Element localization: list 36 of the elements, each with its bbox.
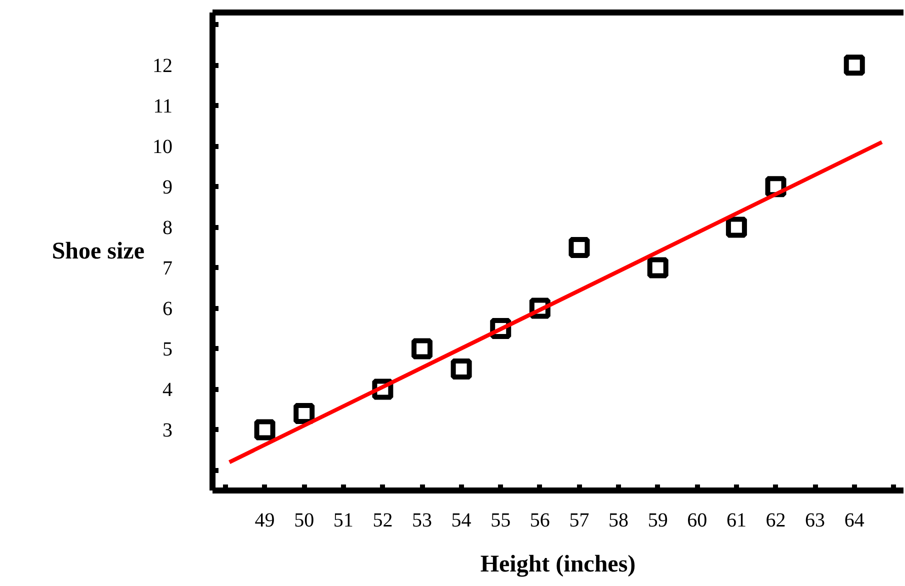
x-tick-label: 60 [687, 510, 708, 532]
x-tick-label: 61 [726, 510, 746, 532]
point [647, 257, 668, 278]
y-tick-label: 6 [162, 298, 172, 320]
y-tick-label: 8 [162, 217, 172, 240]
point [844, 54, 865, 76]
y-tick-label: 12 [152, 55, 172, 78]
y-tick-label: 11 [153, 96, 173, 118]
y-tick-label: 10 [152, 136, 172, 158]
y-tick-label: 9 [162, 176, 172, 199]
x-tick-label: 55 [490, 510, 511, 532]
x-axis-title: Height (inches) [480, 552, 636, 578]
point [568, 236, 590, 258]
x-tick-label: 52 [372, 510, 393, 532]
x-tick-label: 62 [766, 510, 786, 532]
x-tick-label: 56 [530, 510, 550, 532]
x-tick-label: 57 [569, 510, 590, 532]
y-tick-label: 4 [162, 379, 172, 402]
point [450, 358, 472, 380]
x-tick-label: 50 [294, 510, 314, 532]
y-tick-label: 5 [162, 338, 172, 361]
y-tick-label: 3 [162, 420, 172, 442]
x-tick-label: 59 [648, 510, 668, 532]
point [726, 216, 747, 238]
x-tick-label: 49 [254, 510, 275, 532]
x-tick-label: 53 [412, 510, 432, 532]
x-tick-label: 58 [608, 510, 629, 532]
y-tick-label: 7 [162, 258, 172, 280]
point [294, 403, 315, 424]
x-tick-label: 63 [805, 510, 826, 532]
x-tick-label: 64 [844, 510, 864, 532]
y-axis-title: Shoe size [52, 238, 145, 264]
x-tick-label: 54 [451, 510, 472, 532]
x-tick-label: 51 [333, 510, 354, 532]
point [254, 419, 276, 440]
point [412, 338, 432, 360]
